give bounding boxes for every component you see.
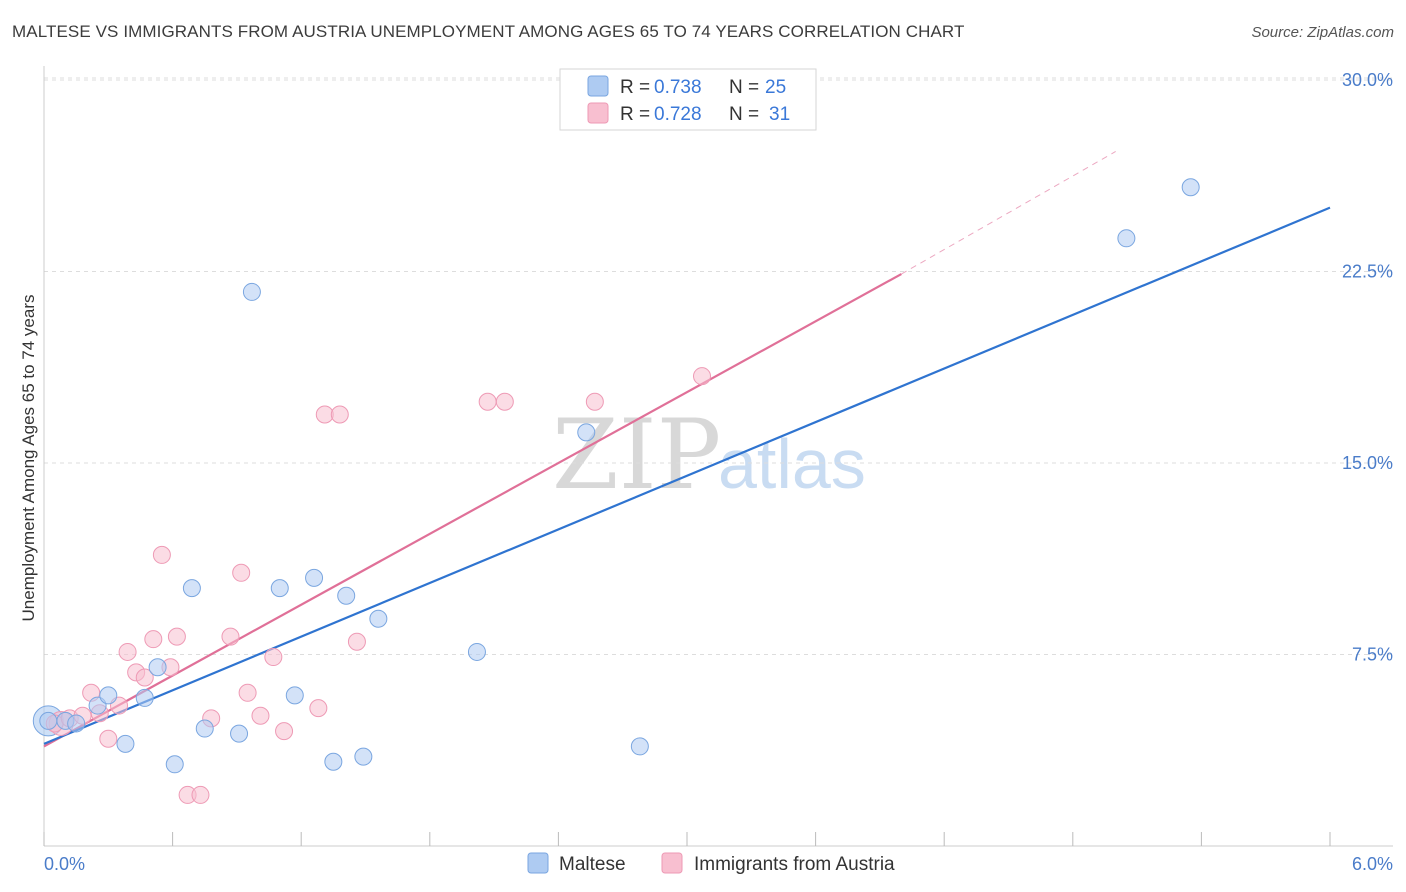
point-maltese-6 bbox=[135, 688, 154, 707]
watermark-atlas: atlas bbox=[718, 425, 866, 503]
y-tick-label-3: 30.0% bbox=[1342, 70, 1393, 90]
series-legend: Maltese Immigrants from Austria bbox=[527, 852, 895, 875]
watermark-zip: ZIP bbox=[552, 399, 721, 511]
point-maltese-21 bbox=[577, 423, 596, 442]
point-austria-7 bbox=[118, 642, 137, 661]
point-maltese-24 bbox=[1181, 178, 1200, 197]
y-axis-label: Unemployment Among Ages 65 to 74 years bbox=[19, 295, 38, 622]
y-tick-label-1: 15.0% bbox=[1342, 453, 1393, 473]
legend-n-value-2: 31 bbox=[769, 104, 790, 125]
trend-lines bbox=[43, 151, 1331, 748]
point-maltese-11 bbox=[230, 724, 249, 743]
point-maltese-19 bbox=[369, 609, 388, 628]
point-maltese-0 bbox=[39, 711, 58, 730]
point-maltese-7 bbox=[148, 658, 167, 677]
point-austria-25 bbox=[330, 405, 349, 424]
point-austria-23 bbox=[309, 699, 328, 718]
point-maltese-8 bbox=[165, 755, 184, 774]
point-maltese-9 bbox=[182, 579, 201, 598]
axes bbox=[43, 66, 1393, 847]
point-austria-18 bbox=[232, 563, 251, 582]
point-austria-30 bbox=[693, 367, 712, 386]
point-austria-15 bbox=[191, 785, 210, 804]
point-maltese-18 bbox=[354, 747, 373, 766]
bottom-legend-label-austria: Immigrants from Austria bbox=[694, 854, 895, 875]
trend-line-austria bbox=[43, 273, 902, 748]
legend-n-label-2: N = bbox=[729, 104, 759, 125]
point-maltese-10 bbox=[195, 719, 214, 738]
point-maltese-5 bbox=[116, 734, 135, 753]
point-maltese-16 bbox=[324, 752, 343, 771]
correlation-legend: R = 0.738 N = 25 R = 0.728 N = 31 bbox=[559, 68, 817, 131]
legend-r-value-1: 0.738 bbox=[654, 77, 702, 98]
data-points bbox=[32, 178, 1200, 804]
point-austria-5 bbox=[99, 729, 118, 748]
point-maltese-22 bbox=[630, 737, 649, 756]
point-maltese-15 bbox=[305, 568, 324, 587]
bottom-legend-swatch-maltese bbox=[527, 852, 549, 874]
point-maltese-12 bbox=[242, 282, 261, 301]
point-austria-9 bbox=[135, 668, 154, 687]
point-austria-13 bbox=[167, 627, 186, 646]
point-austria-24 bbox=[315, 405, 334, 424]
point-austria-17 bbox=[221, 627, 240, 646]
legend-swatch-maltese bbox=[587, 75, 609, 97]
point-austria-22 bbox=[275, 722, 294, 741]
legend-r-label-1: R = bbox=[620, 77, 650, 98]
point-austria-26 bbox=[347, 632, 366, 651]
point-maltese-2 bbox=[67, 714, 86, 733]
point-austria-27 bbox=[478, 392, 497, 411]
point-maltese-17 bbox=[337, 586, 356, 605]
point-austria-10 bbox=[144, 630, 163, 649]
point-austria-20 bbox=[251, 706, 270, 725]
y-tick-label-2: 22.5% bbox=[1342, 262, 1393, 282]
point-maltese-14 bbox=[285, 686, 304, 705]
y-tick-label-0: 7.5% bbox=[1352, 645, 1393, 665]
y-tick-labels: 7.5% 15.0% 22.5% 30.0% bbox=[1342, 70, 1393, 665]
legend-swatch-austria bbox=[587, 102, 609, 124]
legend-n-label-1: N = bbox=[729, 77, 759, 98]
point-austria-28 bbox=[495, 392, 514, 411]
point-austria-29 bbox=[585, 392, 604, 411]
point-maltese-23 bbox=[1117, 229, 1136, 248]
point-maltese-13 bbox=[270, 579, 289, 598]
x-tick-label-max: 6.0% bbox=[1352, 854, 1393, 874]
trend-line-austria-extension bbox=[901, 151, 1116, 275]
legend-n-value-1: 25 bbox=[765, 77, 786, 98]
source-label: Source: ZipAtlas.com bbox=[1251, 24, 1394, 41]
x-tick-label-min: 0.0% bbox=[44, 854, 85, 874]
bottom-legend-label-maltese: Maltese bbox=[559, 854, 626, 875]
point-austria-19 bbox=[238, 683, 257, 702]
point-austria-11 bbox=[152, 545, 171, 564]
point-maltese-20 bbox=[467, 642, 486, 661]
point-maltese-4 bbox=[99, 686, 118, 705]
bottom-legend-swatch-austria bbox=[661, 852, 683, 874]
legend-r-value-2: 0.728 bbox=[654, 104, 702, 125]
legend-r-label-2: R = bbox=[620, 104, 650, 125]
chart-title: MALTESE VS IMMIGRANTS FROM AUSTRIA UNEMP… bbox=[12, 22, 965, 41]
point-austria-21 bbox=[264, 648, 283, 667]
trend-line-maltese bbox=[43, 206, 1331, 745]
